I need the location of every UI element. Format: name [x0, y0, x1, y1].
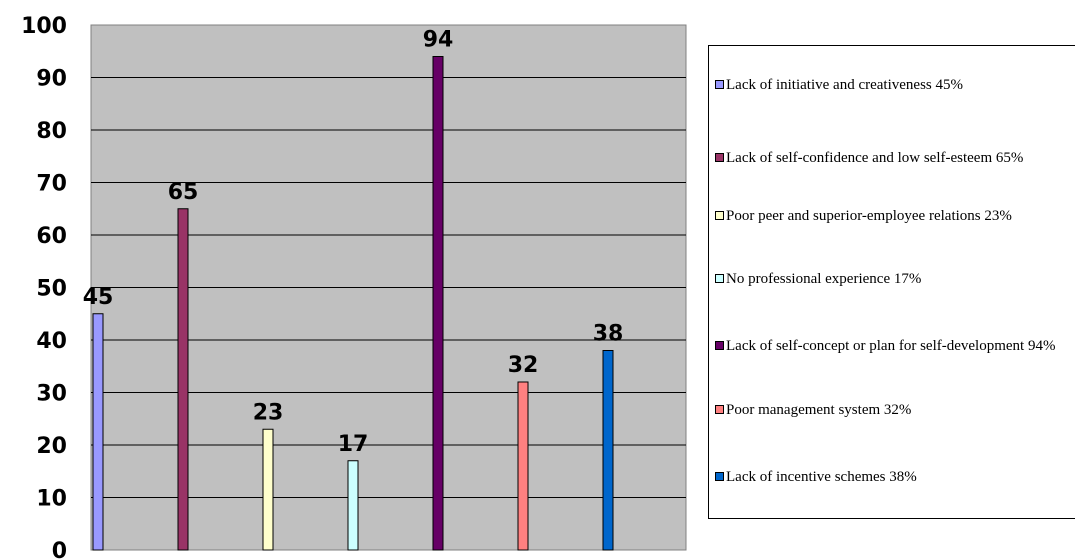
- bar: [347, 460, 359, 551]
- legend-label: Poor peer and superior-employee relation…: [726, 208, 1012, 224]
- legend-swatch: [715, 472, 724, 481]
- legend: Lack of initiative and creativeness 45% L…: [708, 45, 1075, 519]
- legend-swatch: [715, 211, 724, 220]
- bar: [602, 350, 614, 551]
- legend-label: Lack of self-concept or plan for self-de…: [726, 338, 1056, 354]
- bar: [517, 381, 529, 551]
- legend-item: Poor peer and superior-employee relation…: [713, 207, 1075, 226]
- legend-item: Poor management system 32%: [713, 401, 1075, 420]
- y-tick-label: 40: [36, 329, 67, 354]
- legend-swatch: [715, 153, 724, 162]
- legend-label: Poor management system 32%: [726, 402, 912, 418]
- y-tick-label: 30: [36, 382, 67, 407]
- bar: [432, 56, 444, 551]
- bar: [262, 428, 274, 551]
- legend-swatch: [715, 341, 724, 350]
- legend-swatch: [715, 274, 724, 283]
- data-label: 32: [508, 353, 539, 378]
- y-tick-label: 60: [36, 224, 67, 249]
- bar: [92, 313, 104, 551]
- legend-swatch: [715, 80, 724, 89]
- y-tick-label: 100: [21, 14, 67, 39]
- y-tick-label: 20: [36, 434, 67, 459]
- data-label: 17: [338, 432, 369, 457]
- legend-swatch: [715, 405, 724, 414]
- legend-item: Lack of self-concept or plan for self-de…: [713, 337, 1075, 356]
- legend-label: No professional experience 17%: [726, 271, 922, 287]
- data-label: 45: [83, 285, 114, 310]
- data-label: 23: [253, 400, 284, 425]
- y-axis-ticks: 0 10 20 30 40 50 60 70 80 90 100: [21, 14, 67, 559]
- legend-item: Lack of initiative and creativeness 45%: [713, 76, 1075, 95]
- data-label: 94: [423, 28, 454, 53]
- data-label: 38: [593, 322, 624, 347]
- y-tick-label: 80: [36, 119, 67, 144]
- y-tick-label: 50: [36, 277, 67, 302]
- y-tick-label: 90: [36, 67, 67, 92]
- legend-label: Lack of incentive schemes 38%: [726, 469, 917, 485]
- legend-label: Lack of initiative and creativeness 45%: [726, 77, 963, 93]
- bars: [92, 56, 614, 551]
- data-label: 65: [168, 180, 199, 205]
- legend-item: No professional experience 17%: [713, 270, 1075, 289]
- legend-label: Lack of self-confidence and low self-est…: [726, 150, 1024, 166]
- bar-chart: 0 10 20 30 40 50 60 70 80 90 100 45 65 23 17 94 32 38: [21, 14, 687, 559]
- y-tick-label: 0: [52, 539, 67, 559]
- legend-item: Lack of self-confidence and low self-est…: [713, 149, 1075, 168]
- bar: [177, 208, 189, 551]
- legend-item: Lack of incentive schemes 38%: [713, 468, 1075, 487]
- y-tick-label: 70: [36, 172, 67, 197]
- y-tick-label: 10: [36, 487, 67, 512]
- gridlines: [91, 77, 686, 498]
- data-labels: 45 65 23 17 94 32 38: [83, 28, 624, 457]
